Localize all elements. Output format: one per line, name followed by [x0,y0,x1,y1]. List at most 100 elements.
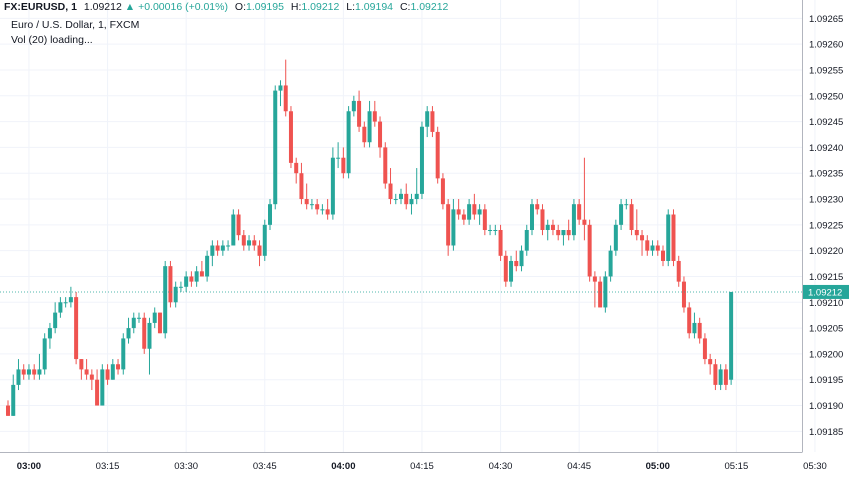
candle-body [226,245,231,247]
price-axis[interactable]: 1.09185 1.09190 1.09195 1.09200 1.09205 1.092… [802,0,844,452]
candle [393,193,398,205]
candle [16,359,21,391]
candle [252,235,257,251]
candle-body [592,276,597,282]
y-tick-label: 1.09265 [809,14,843,25]
candle [430,106,435,138]
y-tick-label: 1.09255 [809,65,843,76]
candle [184,271,189,292]
candle [53,302,58,334]
candle [472,193,477,220]
candle-body [178,286,183,288]
candle-body [351,100,356,112]
candle-body [95,379,100,406]
candle-body [152,312,157,323]
candle [488,224,493,236]
high-value: 1.09212 [301,1,340,13]
candle-body [676,260,681,282]
candle-body [718,369,723,385]
candle-body [131,317,136,329]
candle [619,199,624,230]
candle [268,199,272,230]
y-tick-label: 1.09245 [809,117,843,128]
candle [74,291,79,365]
candle-body [231,214,236,246]
candle [63,297,68,308]
candle-body [708,359,713,365]
candle [315,199,320,215]
candle-body [509,260,514,282]
y-tick-label: 1.09200 [809,349,843,360]
candle-body [493,230,498,231]
x-tick-label: 04:00 [331,461,355,472]
low-value: 1.09194 [355,1,394,13]
candle [121,333,126,375]
volume-indicator-label[interactable]: Vol (20) loading... [11,34,93,46]
candle [42,333,47,375]
candle [440,173,445,210]
candle [47,322,52,349]
high-label: H: [290,1,302,13]
candle [89,369,94,391]
x-tick-label: 04:30 [489,461,513,472]
x-tick-label: 05:15 [724,461,748,472]
candle-body [346,111,351,174]
close-value: 1.09212 [410,1,449,13]
symbol-name[interactable]: FX:EURUSD, 1 [4,1,77,13]
candle-body [210,245,215,256]
candle-body [32,369,37,375]
candle [210,240,215,267]
candle [467,199,472,225]
candle-body [283,85,288,112]
candle-body [640,235,645,241]
candle-body [440,178,445,205]
candles-layer [6,59,734,416]
candle [236,209,241,241]
candle [126,317,131,344]
candle [503,250,508,287]
candle [676,255,681,287]
candle [273,85,278,210]
candle-body [723,369,728,385]
y-tick-label: 1.09250 [809,91,843,102]
candle [713,359,718,391]
candle [330,147,335,220]
candle [388,168,393,205]
candle [357,90,362,132]
candle-body [294,162,299,174]
candle [399,188,403,205]
candle [309,199,314,210]
candle-body [336,157,341,159]
candle [681,276,686,313]
candle-body [503,255,508,282]
candle [514,250,519,272]
candle [524,224,529,256]
candle [624,199,629,210]
candle [194,266,199,287]
candle [608,245,613,282]
candle [220,240,225,256]
candle-body [629,204,634,230]
candle-body [325,209,330,215]
candle-body [273,90,278,205]
candle-body [89,374,94,380]
candle-body [58,302,63,313]
candle-body [47,328,52,339]
candle [708,353,713,375]
candle [671,209,676,267]
candle [6,400,10,416]
candle [320,204,325,215]
candle [687,302,692,339]
candle-body [414,193,419,200]
last-price-line: 1.09212 [0,284,849,299]
candle [571,199,576,241]
symbol-legend: FX:EURUSD, 1 1.09212 ▲ +0.00016 (+0.01%)… [4,0,448,14]
candle-body [598,281,603,308]
candle [425,106,430,138]
candle [68,286,73,308]
candle [116,359,121,375]
time-axis[interactable]: 03:00 03:15 03:30 03:45 04:00 04:15 04:30 04:45… [0,452,852,473]
y-tick-label: 1.09225 [809,220,843,231]
candle-body [556,230,561,236]
